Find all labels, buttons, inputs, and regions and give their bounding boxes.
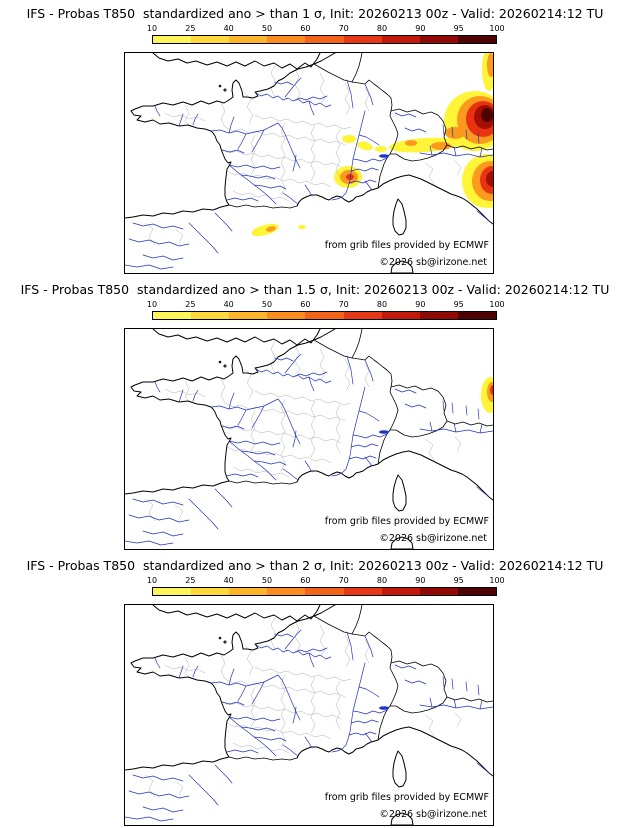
colorbar-segment bbox=[343, 36, 382, 43]
colorbar-tick-label: 100 bbox=[489, 300, 505, 309]
copyright-text: ©2026 sb@irizone.net bbox=[379, 257, 487, 268]
anomaly-blob bbox=[486, 171, 493, 187]
anomaly-blob bbox=[251, 223, 279, 237]
colorbar-segment bbox=[457, 588, 496, 595]
colorbar-tick-label: 25 bbox=[185, 24, 196, 33]
colorbar-tick-label: 50 bbox=[261, 576, 273, 585]
colorbar-tick-label: 95 bbox=[453, 300, 464, 309]
colorbar-segment bbox=[267, 588, 306, 595]
colorbar-gradient bbox=[152, 587, 497, 596]
colorbar-tick-label: 25 bbox=[185, 576, 196, 585]
colorbar-segment bbox=[191, 312, 230, 319]
colorbar-segment bbox=[305, 588, 344, 595]
colorbar-segment bbox=[305, 312, 344, 319]
colorbar-tick-label: 10 bbox=[146, 576, 158, 585]
grib-credit-text: from grib files provided by ECMWF bbox=[324, 792, 489, 803]
colorbar-tick-label: 60 bbox=[300, 24, 311, 33]
france-map-svg bbox=[125, 53, 493, 273]
colorbar-segment bbox=[457, 36, 496, 43]
anomaly-blob bbox=[490, 385, 493, 395]
colorbar-segment bbox=[343, 312, 382, 319]
grib-credit-text: from grib files provided by ECMWF bbox=[324, 516, 489, 527]
colorbar-tick-label: 50 bbox=[261, 24, 273, 33]
panel-title: IFS - Probas T850 standardized ano > tha… bbox=[26, 558, 604, 573]
colorbar-segment bbox=[305, 36, 344, 43]
copyright-text: ©2026 sb@irizone.net bbox=[379, 809, 487, 820]
colorbar-segment bbox=[267, 36, 306, 43]
probability-colorbar: 10 25 40 50 60 70 80 90 95 100 bbox=[147, 24, 505, 46]
colorbar-tick-label: 60 bbox=[300, 576, 311, 585]
anomaly-blob bbox=[481, 108, 493, 122]
grib-credit-text: from grib files provided by ECMWF bbox=[324, 240, 489, 251]
copyright-text: ©2026 sb@irizone.net bbox=[379, 533, 487, 544]
colorbar-tick-label: 10 bbox=[146, 300, 158, 309]
colorbar-gradient bbox=[152, 35, 497, 44]
anomaly-blob bbox=[375, 146, 387, 152]
colorbar-tick-label: 40 bbox=[223, 24, 234, 33]
colorbar-segment bbox=[191, 36, 230, 43]
panel-1sigma: IFS - Probas T850 standardized ano > tha… bbox=[0, 0, 630, 276]
colorbar-tick-label: 95 bbox=[453, 576, 464, 585]
colorbar-gradient bbox=[152, 311, 497, 320]
panel-title: IFS - Probas T850 standardized ano > tha… bbox=[20, 282, 610, 297]
colorbar-segment bbox=[153, 312, 192, 319]
colorbar-segment bbox=[267, 312, 306, 319]
colorbar-segment bbox=[229, 36, 268, 43]
anomaly-blob-layer bbox=[481, 377, 493, 413]
colorbar-tick-label: 70 bbox=[338, 300, 349, 309]
panel-title: IFS - Probas T850 standardized ano > tha… bbox=[26, 6, 604, 21]
colorbar-segment bbox=[419, 588, 458, 595]
colorbar-tick-label: 50 bbox=[261, 300, 273, 309]
colorbar-segment bbox=[419, 312, 458, 319]
anomaly-blob bbox=[405, 140, 417, 146]
colorbar-tick-labels: 10 25 40 50 60 70 80 90 95 100 bbox=[147, 300, 505, 311]
anomaly-blob bbox=[357, 141, 373, 151]
colorbar-tick-label: 40 bbox=[223, 300, 234, 309]
probability-colorbar: 10 25 40 50 60 70 80 90 95 100 bbox=[147, 300, 505, 322]
anomaly-blob bbox=[487, 53, 493, 77]
colorbar-tick-label: 25 bbox=[185, 300, 196, 309]
anomaly-blob-layer bbox=[251, 53, 493, 237]
colorbar-tick-label: 10 bbox=[146, 24, 158, 33]
colorbar-segment bbox=[153, 588, 192, 595]
map-frame-1sigma: from grib files provided by ECMWF ©2026 … bbox=[124, 52, 494, 274]
france-map-svg bbox=[125, 329, 493, 549]
colorbar-segment bbox=[381, 588, 420, 595]
colorbar-tick-label: 80 bbox=[376, 300, 388, 309]
colorbar-tick-label: 80 bbox=[376, 576, 388, 585]
anomaly-blob bbox=[431, 142, 451, 150]
colorbar-tick-label: 90 bbox=[415, 576, 426, 585]
colorbar-tick-labels: 10 25 40 50 60 70 80 90 95 100 bbox=[147, 24, 505, 35]
anomaly-blob bbox=[342, 135, 356, 143]
anomaly-blob bbox=[346, 174, 354, 180]
colorbar-tick-label: 90 bbox=[415, 300, 426, 309]
colorbar-tick-label: 70 bbox=[338, 576, 349, 585]
anomaly-blob bbox=[298, 225, 306, 229]
colorbar-segment bbox=[229, 312, 268, 319]
colorbar-tick-label: 70 bbox=[338, 24, 349, 33]
colorbar-tick-label: 90 bbox=[415, 24, 426, 33]
panel-2sigma: IFS - Probas T850 standardized ano > tha… bbox=[0, 552, 630, 828]
colorbar-segment bbox=[191, 588, 230, 595]
colorbar-tick-label: 80 bbox=[376, 24, 388, 33]
colorbar-tick-label: 95 bbox=[453, 24, 464, 33]
colorbar-segment bbox=[457, 312, 496, 319]
colorbar-segment bbox=[381, 36, 420, 43]
colorbar-tick-label: 100 bbox=[489, 576, 505, 585]
colorbar-segment bbox=[153, 36, 192, 43]
panel-1point5sigma: IFS - Probas T850 standardized ano > tha… bbox=[0, 276, 630, 552]
colorbar-segment bbox=[229, 588, 268, 595]
colorbar-segment bbox=[381, 312, 420, 319]
colorbar-tick-label: 100 bbox=[489, 24, 505, 33]
colorbar-tick-label: 40 bbox=[223, 576, 234, 585]
map-frame-1point5sigma: from grib files provided by ECMWF ©2026 … bbox=[124, 328, 494, 550]
probability-colorbar: 10 25 40 50 60 70 80 90 95 100 bbox=[147, 576, 505, 598]
colorbar-tick-labels: 10 25 40 50 60 70 80 90 95 100 bbox=[147, 576, 505, 587]
map-frame-2sigma: from grib files provided by ECMWF ©2026 … bbox=[124, 604, 494, 826]
colorbar-tick-label: 60 bbox=[300, 300, 311, 309]
anomaly-blob bbox=[266, 226, 276, 232]
colorbar-segment bbox=[419, 36, 458, 43]
colorbar-segment bbox=[343, 588, 382, 595]
